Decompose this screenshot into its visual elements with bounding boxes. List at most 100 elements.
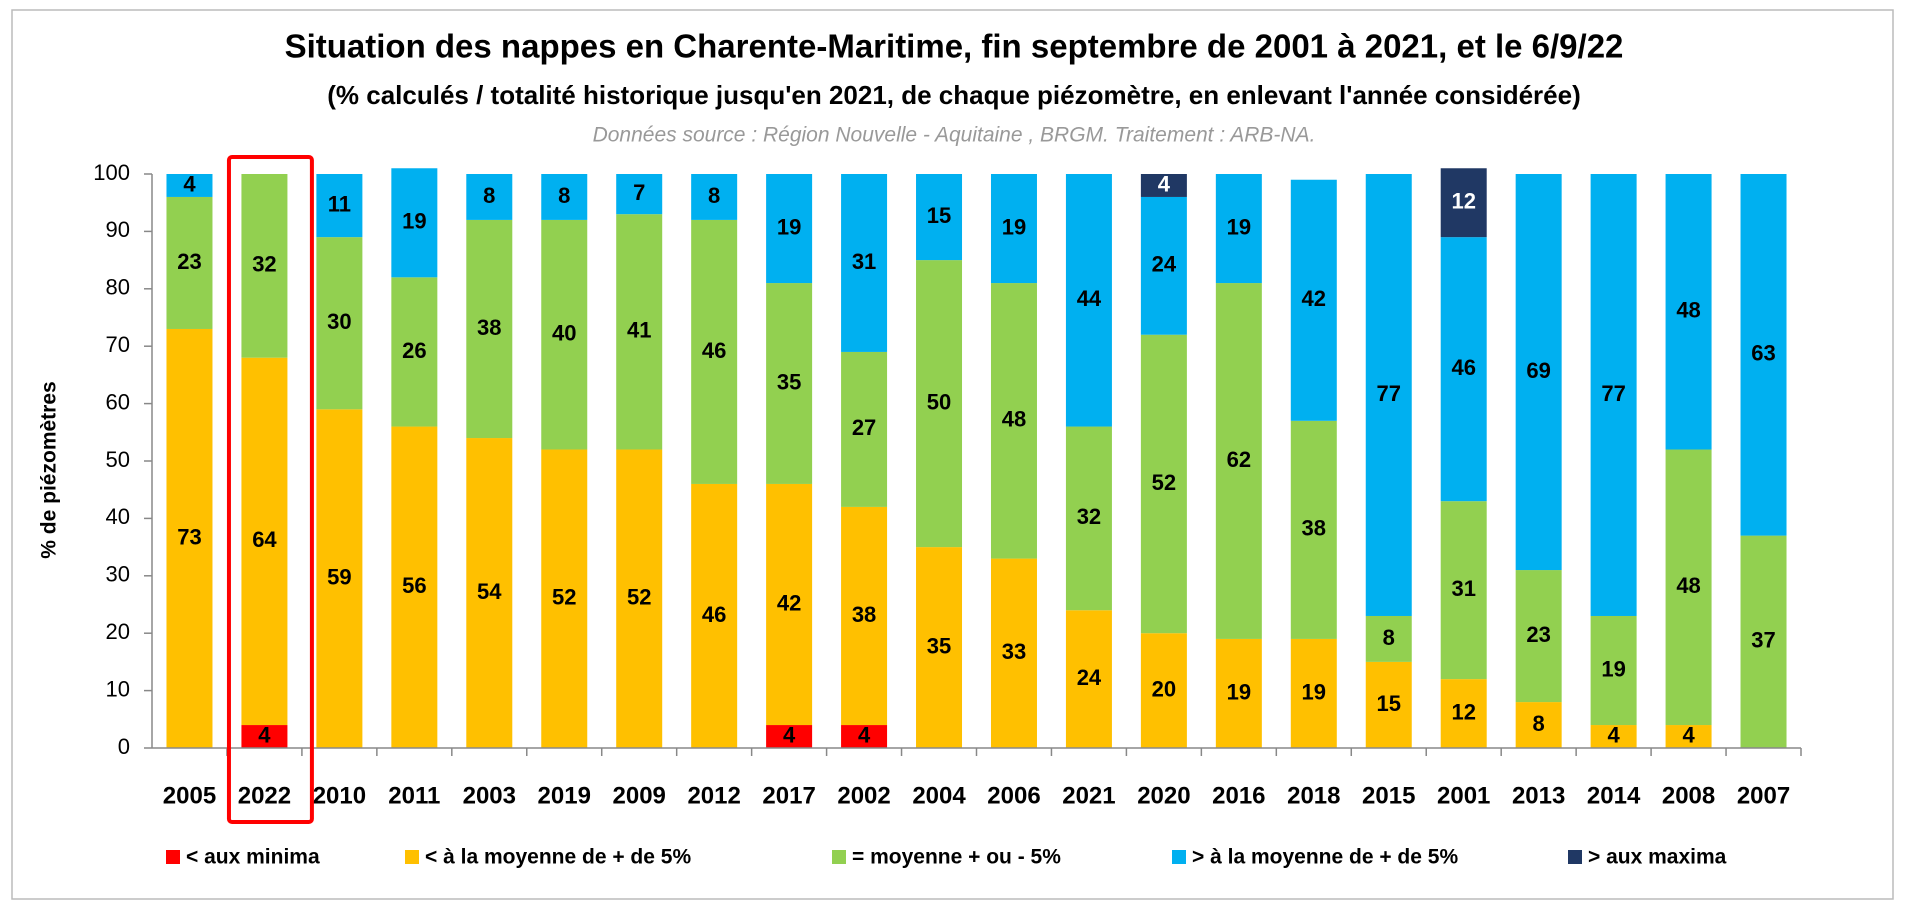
chart-source: Données source : Région Nouvelle - Aquit… xyxy=(593,124,1316,147)
data-label: 8 xyxy=(708,183,720,208)
bar-segment xyxy=(841,351,888,507)
data-label: 77 xyxy=(1601,381,1625,406)
y-axis-title: % de piézomètres xyxy=(38,381,61,558)
bar-segment xyxy=(990,558,1037,748)
bar-segment xyxy=(166,196,213,329)
bar-segment xyxy=(1290,420,1337,639)
data-label: 11 xyxy=(328,191,351,216)
bar-segment xyxy=(616,449,663,748)
x-tick-label: 2018 xyxy=(1287,782,1340,809)
data-label: 42 xyxy=(1302,286,1326,311)
x-tick-label: 2019 xyxy=(538,782,591,809)
data-label: 31 xyxy=(852,249,876,274)
data-label: 4 xyxy=(1607,722,1620,747)
bar-segment xyxy=(841,506,888,726)
bar-segment xyxy=(990,283,1037,559)
data-label: 38 xyxy=(1302,516,1326,541)
x-tick-label: 2008 xyxy=(1662,782,1715,809)
x-tick-label: 2001 xyxy=(1437,782,1490,809)
bar-segment xyxy=(1440,237,1487,502)
bar-segment xyxy=(1215,638,1262,748)
legend-label: < à la moyenne de + de 5% xyxy=(425,846,691,869)
data-label: 20 xyxy=(1152,676,1176,701)
bar-segment xyxy=(241,725,288,748)
data-label: 46 xyxy=(1451,355,1475,380)
bar-segment xyxy=(541,449,588,748)
data-label: 52 xyxy=(1152,470,1176,495)
y-tick-label: 20 xyxy=(106,619,130,644)
data-label: 52 xyxy=(627,585,651,610)
bar-segment xyxy=(691,219,738,484)
data-label: 69 xyxy=(1526,358,1550,383)
x-tick-label: 2002 xyxy=(837,782,890,809)
bar-segment xyxy=(1665,725,1712,748)
x-tick-label: 2009 xyxy=(613,782,666,809)
x-tick-label: 2017 xyxy=(762,782,815,809)
legend-label: < aux minima xyxy=(186,846,320,869)
y-tick-label: 70 xyxy=(106,332,130,357)
y-tick-label: 50 xyxy=(106,447,130,472)
x-tick-label: 2006 xyxy=(987,782,1040,809)
data-label: 63 xyxy=(1751,341,1775,366)
data-label: 8 xyxy=(1533,711,1545,736)
data-label: 38 xyxy=(477,315,501,340)
bar-segment xyxy=(1515,174,1562,571)
bar-segment xyxy=(1440,679,1487,748)
y-tick-label: 90 xyxy=(106,217,130,242)
bar-segment xyxy=(466,438,513,748)
bar-segment xyxy=(1515,570,1562,703)
bar-segment xyxy=(1140,174,1187,197)
data-label: 48 xyxy=(1002,407,1026,432)
bar-segment xyxy=(691,483,738,748)
data-label: 24 xyxy=(1077,665,1102,690)
data-label: 4 xyxy=(858,722,871,747)
data-label: 46 xyxy=(702,602,726,627)
data-label: 54 xyxy=(477,579,502,604)
data-label: 37 xyxy=(1751,628,1775,653)
bar-segment xyxy=(1065,610,1112,748)
bar-segment xyxy=(1665,449,1712,726)
data-label: 4 xyxy=(183,171,196,196)
data-label: 38 xyxy=(852,602,876,627)
bar-segment xyxy=(1665,174,1712,450)
bar-segment xyxy=(391,426,438,748)
bar-segment xyxy=(1140,196,1187,335)
data-label: 62 xyxy=(1227,447,1251,472)
bar-segment xyxy=(1065,174,1112,427)
chart-subtitle: (% calculés / totalité historique jusqu'… xyxy=(327,80,1581,110)
data-label: 52 xyxy=(552,585,576,610)
data-label: 19 xyxy=(1227,679,1251,704)
data-label: 4 xyxy=(783,722,796,747)
bar-segment xyxy=(1590,174,1637,616)
data-label: 8 xyxy=(558,183,570,208)
data-label: 73 xyxy=(177,524,201,549)
data-label: 15 xyxy=(927,203,951,228)
y-tick-label: 80 xyxy=(106,275,130,300)
bar-segment xyxy=(766,725,813,748)
bar-segment xyxy=(316,237,363,410)
data-label: 19 xyxy=(1002,214,1026,239)
legend-label: > aux maxima xyxy=(1588,846,1727,869)
y-tick-label: 40 xyxy=(106,504,130,529)
data-label: 32 xyxy=(1077,504,1101,529)
data-label: 33 xyxy=(1002,639,1026,664)
bar-segment xyxy=(541,219,588,450)
bar-segment xyxy=(241,174,288,358)
data-label: 19 xyxy=(777,214,801,239)
data-label: 32 xyxy=(252,252,276,277)
x-tick-label: 2021 xyxy=(1062,782,1115,809)
x-tick-label: 2005 xyxy=(163,782,216,809)
bar-segment xyxy=(466,219,513,439)
x-tick-label: 2012 xyxy=(687,782,740,809)
data-label: 27 xyxy=(852,415,876,440)
legend-swatch xyxy=(1568,850,1582,864)
data-label: 4 xyxy=(258,722,271,747)
data-label: 41 xyxy=(627,318,651,343)
x-tick-label: 2007 xyxy=(1737,782,1790,809)
bar-segment xyxy=(1590,615,1637,726)
x-tick-label: 2016 xyxy=(1212,782,1265,809)
bar-segment xyxy=(916,174,963,261)
y-tick-label: 10 xyxy=(106,676,130,701)
data-label: 19 xyxy=(1601,656,1625,681)
